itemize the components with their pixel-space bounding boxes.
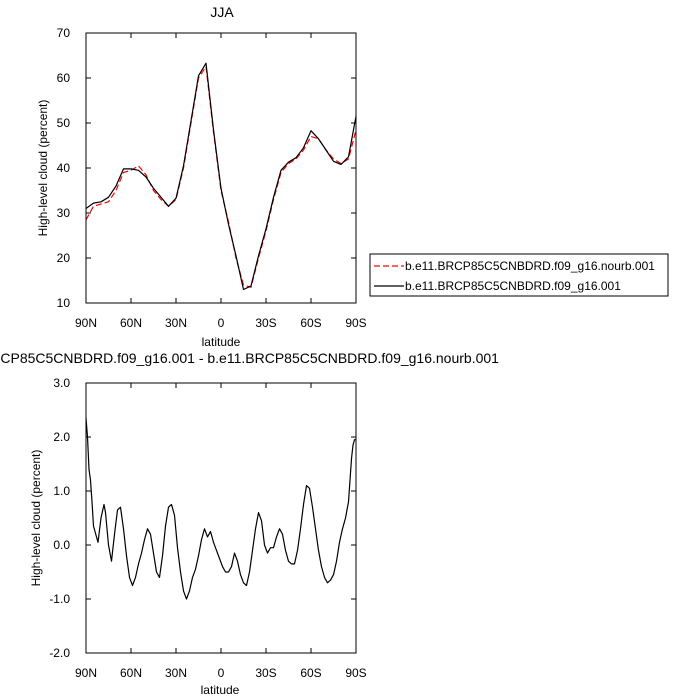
top-chart-series-line-0 — [85, 66, 357, 288]
top-chart-ytick-label: 20 — [57, 251, 71, 265]
bottom-chart-xtick-label: 90S — [345, 666, 366, 680]
top-chart: JJA High-level cloud (percent) latitude … — [36, 4, 367, 349]
bottom-chart-xtick-label: 0 — [218, 666, 225, 680]
legend-label-nourb: b.e11.BRCP85C5CNBDRD.f09_g16.nourb.001 — [405, 259, 655, 273]
top-chart-ylabel: High-level cloud (percent) — [36, 100, 50, 237]
bottom-chart-ytick-label: 0.0 — [53, 538, 70, 552]
bottom-chart-xtick-label: 60S — [300, 666, 321, 680]
bottom-chart-xtick-label: 60N — [120, 666, 142, 680]
top-chart-xtick-label: 90S — [345, 316, 366, 330]
top-chart-series — [85, 62, 357, 291]
top-chart-series-line-1 — [85, 62, 357, 291]
bottom-chart-series — [85, 418, 356, 600]
top-chart-xtick-label: 30S — [255, 316, 276, 330]
top-chart-xtick-label: 60N — [120, 316, 142, 330]
top-chart-ytick-label: 50 — [57, 116, 71, 130]
bottom-chart-xlabel: latitude — [201, 683, 240, 697]
top-chart-ytick-label: 10 — [57, 296, 71, 310]
legend-label-urb: b.e11.BRCP85C5CNBDRD.f09_g16.001 — [405, 279, 621, 293]
bottom-chart-xtick-label: 90N — [75, 666, 97, 680]
top-chart-ytick-label: 30 — [57, 206, 71, 220]
top-chart-xtick-label: 0 — [218, 316, 225, 330]
legend: b.e11.BRCP85C5CNBDRD.f09_g16.nourb.001 b… — [369, 253, 669, 297]
bottom-chart-ytick-label: -2.0 — [49, 646, 70, 660]
top-chart-x-axis: 90N 60N 30N 0 30S 60S 90S — [75, 33, 367, 330]
top-chart-xtick-label: 60S — [300, 316, 321, 330]
bottom-chart-xtick-label: 30S — [255, 666, 276, 680]
bottom-chart-ytick-label: -1.0 — [49, 592, 70, 606]
top-chart-ytick-label: 70 — [57, 26, 71, 40]
bottom-chart-ylabel: High-level cloud (percent) — [29, 450, 43, 587]
top-chart-xtick-label: 90N — [75, 316, 97, 330]
bottom-chart-title: b.e11.BRCP85C5CNBDRD.f09_g16.001 - b.e11… — [0, 350, 499, 366]
top-chart-xlabel: latitude — [202, 335, 241, 349]
top-chart-xtick-label: 30N — [165, 316, 187, 330]
top-chart-ytick-label: 40 — [57, 161, 71, 175]
top-chart-title: JJA — [210, 4, 234, 20]
top-chart-ytick-label: 60 — [57, 71, 71, 85]
top-chart-frame — [85, 32, 357, 304]
bottom-chart-ytick-label: 1.0 — [53, 484, 70, 498]
bottom-chart-x-axis: 90N 60N 30N 0 30S 60S 90S — [75, 383, 367, 680]
bottom-chart-y-axis: -2.0 -1.0 0.0 1.0 2.0 3.0 — [49, 376, 356, 660]
bottom-chart-ytick-label: 2.0 — [53, 430, 70, 444]
bottom-chart-ytick-label: 3.0 — [53, 376, 70, 390]
bottom-chart: b.e11.BRCP85C5CNBDRD.f09_g16.001 - b.e11… — [0, 350, 499, 697]
bottom-chart-series-line-0 — [85, 418, 356, 600]
bottom-chart-frame — [85, 382, 357, 654]
bottom-chart-xtick-label: 30N — [165, 666, 187, 680]
legend-box — [369, 253, 669, 297]
